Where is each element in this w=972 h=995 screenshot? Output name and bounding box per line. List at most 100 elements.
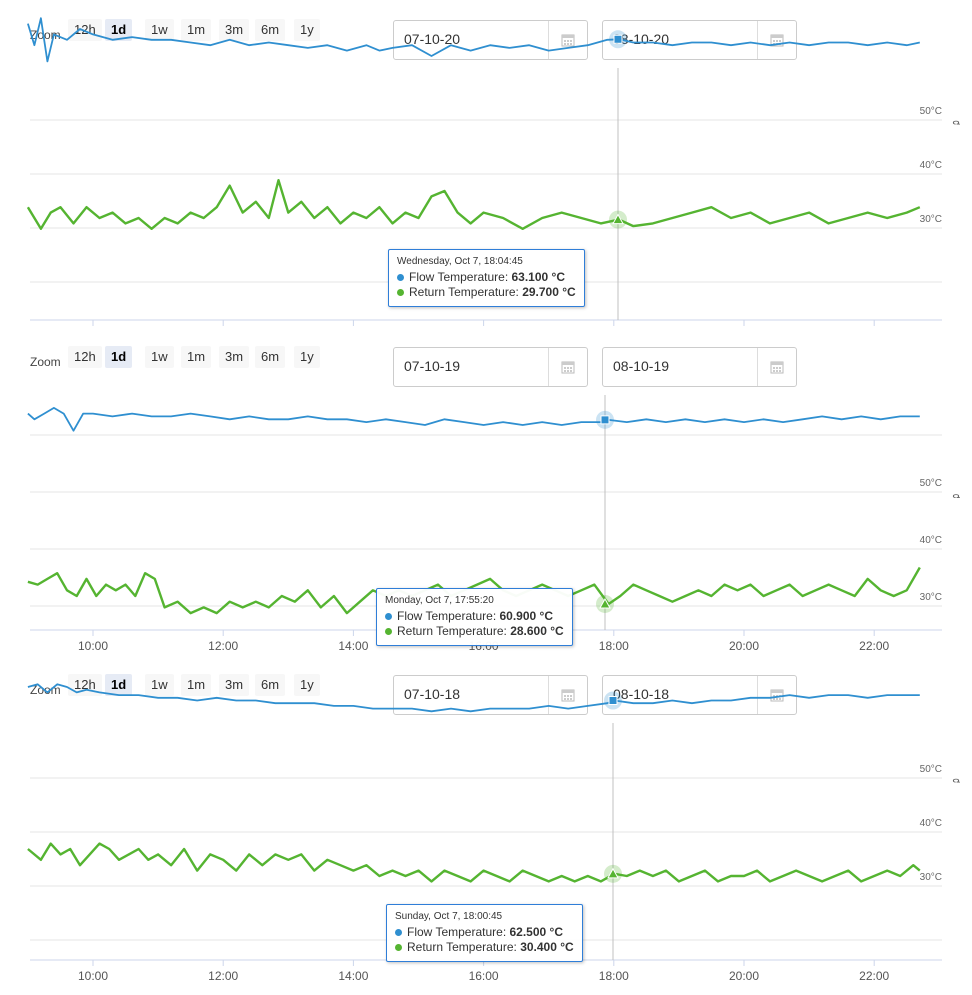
x-tick-label: 10:00 xyxy=(78,639,108,653)
return-temperature-line[interactable] xyxy=(26,178,921,231)
chart-panel: Zoom 12h 1d 1w 1m 3m 6m 1y 07-10-19 08-10-19 50°C 4… xyxy=(0,327,972,657)
x-tick-label: 14:00 xyxy=(338,969,368,983)
x-tick-label: 10:00 xyxy=(78,969,108,983)
zoom-label: Zoom xyxy=(30,355,61,369)
calendar-icon[interactable] xyxy=(548,676,587,714)
tooltip-return-value: 30.400 °C xyxy=(520,940,574,954)
zoom-button-3m[interactable]: 3m xyxy=(219,346,250,368)
tooltip-flow-label: Flow Temperature: xyxy=(409,270,509,284)
flow-hover-marker xyxy=(600,415,610,425)
zoom-button-1y[interactable]: 1y xyxy=(294,346,320,368)
calendar-icon[interactable] xyxy=(548,348,587,386)
x-tick-label: 16:00 xyxy=(469,969,499,983)
axis-title-glyph: ີ xyxy=(952,778,960,782)
chart-panel: Zoom 12h 1d 1w 1m 3m 6m 1y 07-10-20 08-10-20 50°C 4… xyxy=(0,0,972,330)
return-legend-dot xyxy=(395,944,402,952)
zoom-button-1y[interactable]: 1y xyxy=(294,674,320,696)
tooltip-title: Monday, Oct 7, 17:55:20 xyxy=(385,595,494,606)
zoom-button-1w[interactable]: 1w xyxy=(145,19,174,41)
tooltip-flow-value: 63.100 °C xyxy=(511,270,566,284)
flow-legend-dot xyxy=(397,274,404,282)
tooltip: Wednesday, Oct 7, 18:04:45 Flow Temperatu… xyxy=(388,249,585,307)
calendar-icon[interactable] xyxy=(757,348,796,386)
x-tick-label: 18:00 xyxy=(599,639,629,653)
zoom-button-1m[interactable]: 1m xyxy=(181,674,212,696)
y-tick-label: 50°C xyxy=(920,764,942,775)
tooltip-flow-label: Flow Temperature: xyxy=(407,925,507,939)
tooltip-flow-row: Flow Temperature: 62.500 °C xyxy=(395,925,574,940)
date-from-input[interactable]: 07-10-19 xyxy=(393,347,588,387)
date-to-input[interactable]: 08-10-18 xyxy=(602,675,797,715)
zoom-button-1w[interactable]: 1w xyxy=(145,674,174,696)
axis-title-glyph: ີ xyxy=(952,120,960,124)
zoom-button-3m[interactable]: 3m xyxy=(219,674,250,696)
tooltip-flow-row: Flow Temperature: 60.900 °C xyxy=(385,609,564,624)
tooltip-title: Wednesday, Oct 7, 18:04:45 xyxy=(397,256,523,267)
y-tick-label: 30°C xyxy=(920,592,942,603)
x-tick-label: 14:00 xyxy=(338,329,368,330)
tooltip-return-value: 28.600 °C xyxy=(510,624,564,638)
x-tick-label: 18:00 xyxy=(599,329,629,330)
date-to-input[interactable]: 08-10-19 xyxy=(602,347,797,387)
zoom-button-3m[interactable]: 3m xyxy=(219,19,250,41)
tooltip: Sunday, Oct 7, 18:00:45 Flow Temperature:… xyxy=(386,904,583,962)
zoom-button-1d[interactable]: 1d xyxy=(105,674,133,696)
zoom-button-6m[interactable]: 6m xyxy=(255,674,286,696)
x-tick-label: 20:00 xyxy=(729,329,759,330)
zoom-button-1w[interactable]: 1w xyxy=(145,346,174,368)
return-legend-dot xyxy=(385,628,392,636)
flow-legend-dot xyxy=(385,613,392,621)
flow-temperature-line[interactable] xyxy=(27,406,920,432)
return-hover-marker xyxy=(612,213,624,225)
return-temperature-line[interactable] xyxy=(27,842,921,883)
tooltip-return-label: Return Temperature: xyxy=(397,624,507,638)
y-tick-label: 40°C xyxy=(920,160,942,171)
tooltip-flow-row: Flow Temperature: 63.100 °C xyxy=(397,270,576,285)
y-tick-label: 40°C xyxy=(920,818,942,829)
return-hover-marker xyxy=(599,597,611,609)
tooltip: Monday, Oct 7, 17:55:20 Flow Temperature:… xyxy=(376,588,573,646)
zoom-button-1m[interactable]: 1m xyxy=(181,346,212,368)
tooltip-flow-value: 62.500 °C xyxy=(509,925,564,939)
flow-hover-marker xyxy=(613,34,623,44)
tooltip-return-row: Return Temperature: 29.700 °C xyxy=(397,285,576,300)
date-value: 08-10-19 xyxy=(613,358,670,374)
x-tick-label: 20:00 xyxy=(729,969,759,983)
date-value: 07-10-19 xyxy=(404,358,461,374)
y-tick-label: 30°C xyxy=(920,872,942,883)
flow-temperature-line[interactable] xyxy=(27,17,920,63)
tooltip-return-value: 29.700 °C xyxy=(522,285,576,299)
date-value: 07-10-20 xyxy=(404,31,461,47)
line-chart[interactable]: 50°C 40°C 30°Cີ 10:00 12:00 14:00 16:00 18:00 20… xyxy=(0,0,972,330)
x-tick-label: 16:00 xyxy=(469,329,499,330)
zoom-button-1y[interactable]: 1y xyxy=(294,19,320,41)
axis-title-glyph: ີ xyxy=(952,494,960,498)
x-tick-label: 22:00 xyxy=(859,969,889,983)
y-tick-label: 50°C xyxy=(920,106,942,117)
x-tick-label: 18:00 xyxy=(599,969,629,983)
zoom-button-1m[interactable]: 1m xyxy=(181,19,212,41)
calendar-icon[interactable] xyxy=(548,21,587,59)
flow-temperature-line[interactable] xyxy=(27,683,920,713)
y-tick-label: 40°C xyxy=(920,535,942,546)
zoom-button-1d[interactable]: 1d xyxy=(105,19,133,41)
line-chart[interactable]: 50°C 40°C 30°Cີ 10:00 12:00 14:00 16:00 18:00 20… xyxy=(0,655,972,985)
tooltip-return-label: Return Temperature: xyxy=(409,285,519,299)
x-tick-label: 12:00 xyxy=(208,329,238,330)
zoom-button-6m[interactable]: 6m xyxy=(255,346,286,368)
x-tick-label: 12:00 xyxy=(208,969,238,983)
x-tick-label: 22:00 xyxy=(859,329,889,330)
zoom-button-6m[interactable]: 6m xyxy=(255,19,286,41)
x-tick-label: 10:00 xyxy=(78,329,108,330)
y-tick-label: 30°C xyxy=(920,214,942,225)
date-value: 07-10-18 xyxy=(404,686,461,702)
zoom-button-12h[interactable]: 12h xyxy=(68,346,102,368)
zoom-button-1d[interactable]: 1d xyxy=(105,346,133,368)
y-tick-label: 50°C xyxy=(920,478,942,489)
flow-legend-dot xyxy=(395,929,402,937)
tooltip-flow-value: 60.900 °C xyxy=(499,609,554,623)
return-legend-dot xyxy=(397,289,404,297)
return-hover-marker xyxy=(607,867,619,879)
date-from-input[interactable]: 07-10-20 xyxy=(393,20,588,60)
tooltip-title: Sunday, Oct 7, 18:00:45 xyxy=(395,911,503,922)
